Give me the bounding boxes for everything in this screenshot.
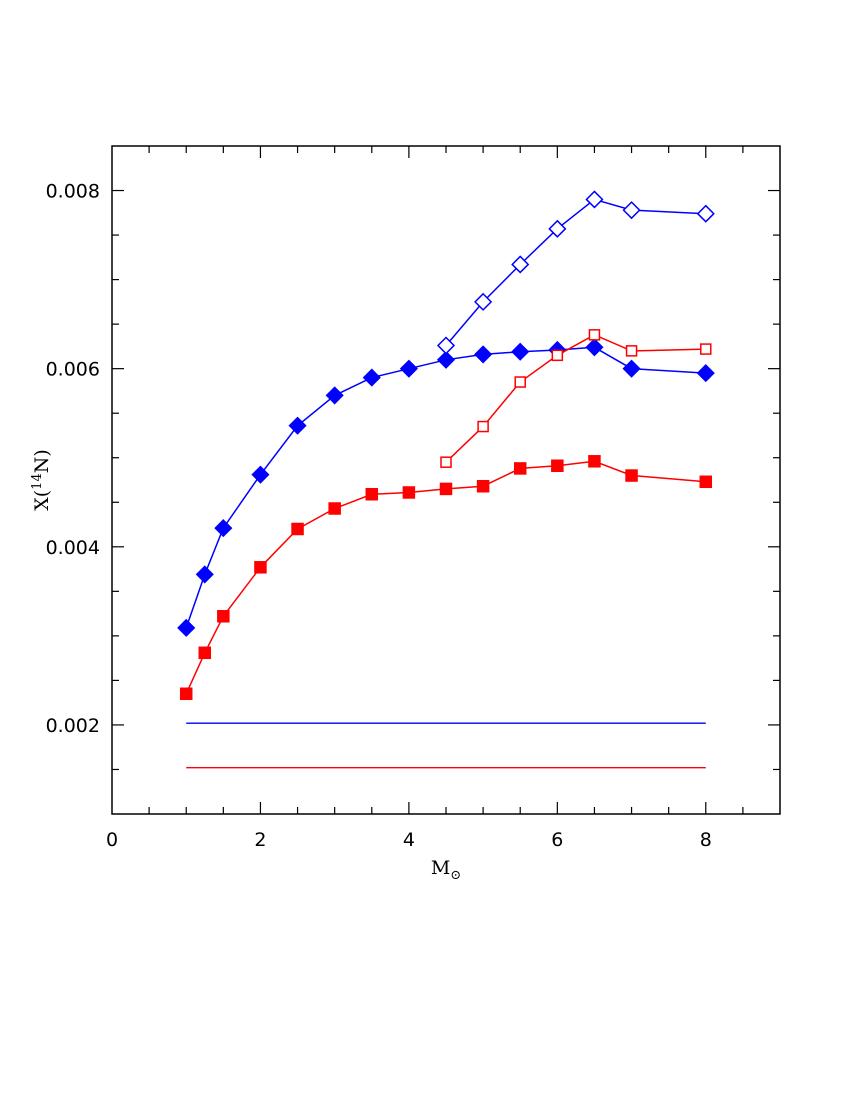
x-tick-label: 0: [106, 829, 118, 851]
y-tick-label: 0.004: [46, 537, 100, 559]
y-axis-title: X(14N): [30, 449, 53, 511]
data-point: [696, 204, 715, 223]
data-point: [699, 475, 713, 489]
data-point: [625, 345, 638, 357]
series-line: [185, 460, 706, 695]
data-point: [328, 502, 341, 515]
x-axis-title-sub: ⊙: [450, 868, 461, 883]
x-axis-title: M⊙: [431, 857, 461, 883]
data-point: [251, 465, 270, 484]
data-point: [588, 455, 601, 468]
data-point: [195, 565, 214, 584]
series-line: [445, 198, 706, 346]
series: [177, 338, 715, 637]
x-tick-label: 2: [254, 829, 266, 851]
data-point: [436, 336, 456, 355]
data-point: [440, 456, 452, 468]
data-point: [625, 469, 638, 482]
data-point: [474, 345, 493, 364]
data-point: [514, 376, 526, 388]
data-point: [551, 349, 564, 362]
x-tick-label: 6: [551, 829, 563, 851]
series: [436, 190, 715, 355]
x-axis-title-main: M: [431, 857, 450, 879]
data-point: [362, 368, 381, 387]
data-point: [474, 292, 493, 311]
reference-lines: [186, 722, 706, 769]
data-point: [585, 338, 604, 357]
data-point: [476, 479, 490, 493]
series: [440, 329, 712, 468]
y-axis-title-sup: 14: [30, 473, 45, 490]
ticks: 0 2 4 6 8 0.002 0.004 0.006 0.008: [46, 146, 780, 851]
series-layer: [177, 190, 715, 701]
data-point: [179, 687, 193, 701]
data-point: [217, 610, 230, 623]
x-tick-label: 4: [403, 829, 415, 851]
data-point: [511, 255, 530, 274]
data-point: [588, 329, 601, 341]
data-point: [477, 420, 489, 433]
data-point: [622, 201, 641, 220]
data-point: [696, 364, 715, 383]
data-point: [439, 482, 453, 496]
data-point: [198, 646, 212, 660]
series: [179, 455, 713, 701]
data-point: [214, 519, 233, 538]
y-tick-label: 0.008: [46, 181, 100, 203]
data-point: [288, 416, 307, 435]
y-axis-title-post: N): [31, 449, 53, 473]
data-point: [511, 342, 530, 361]
data-point: [700, 343, 712, 355]
data-point: [548, 219, 567, 238]
data-point: [513, 462, 527, 475]
data-point: [622, 359, 641, 378]
data-point: [254, 561, 267, 574]
y-tick-label: 0.002: [46, 715, 100, 737]
data-point: [177, 618, 196, 637]
y-axis-title-pre: X(: [31, 490, 53, 511]
data-point: [436, 350, 456, 369]
x-tick-label: 8: [700, 829, 712, 851]
data-point: [402, 486, 416, 499]
data-point: [291, 522, 304, 536]
data-point: [551, 459, 564, 472]
data-point: [399, 359, 418, 378]
data-point: [585, 190, 604, 209]
data-point: [365, 488, 379, 501]
y-tick-label: 0.006: [46, 359, 100, 381]
data-point: [325, 386, 344, 405]
